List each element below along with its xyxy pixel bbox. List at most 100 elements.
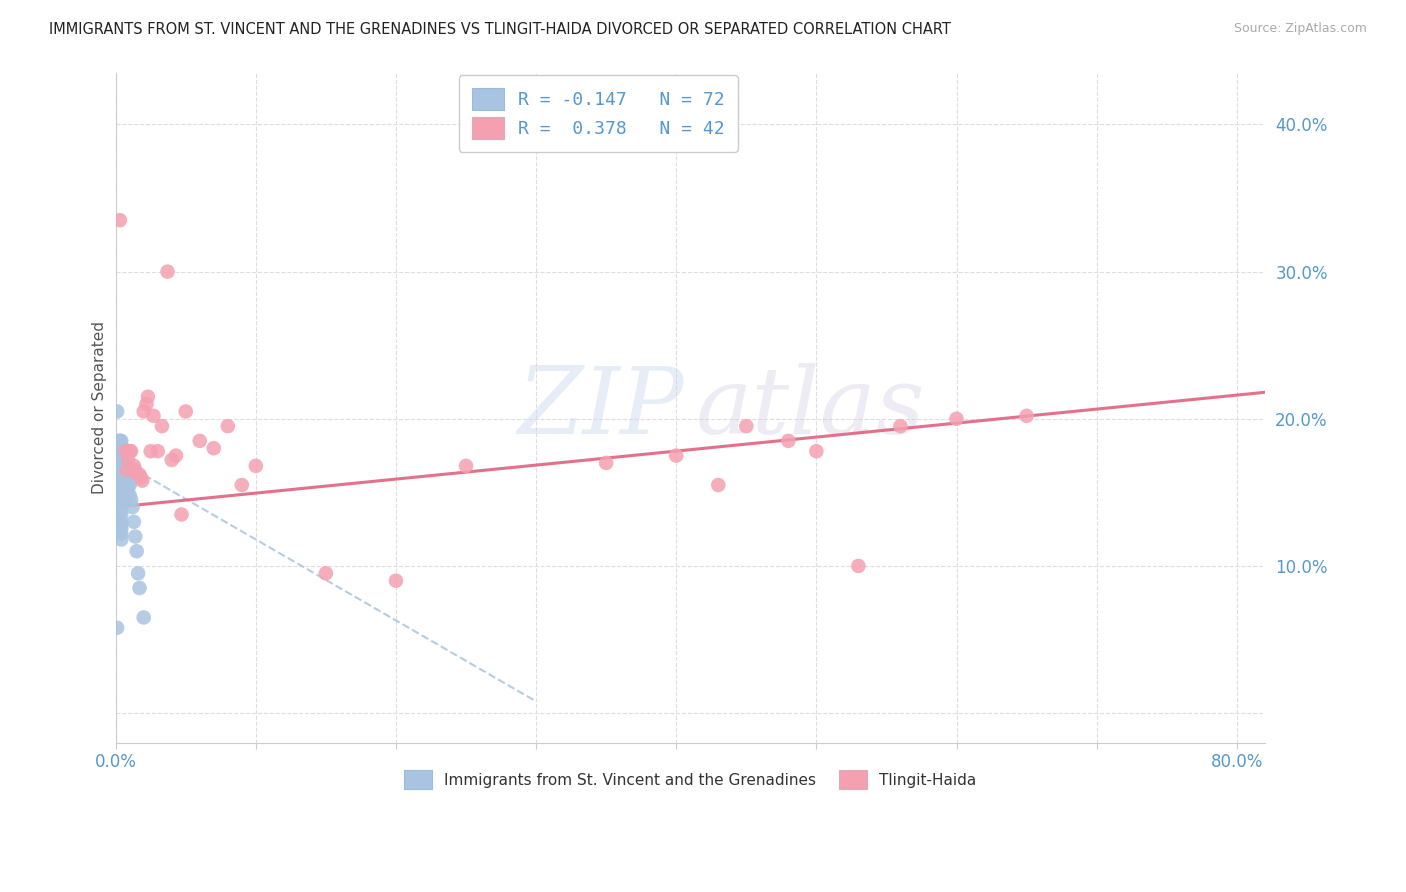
- Point: [107, 434, 129, 448]
- Point: [115, 463, 138, 477]
- Point: [110, 467, 132, 481]
- Point: [120, 492, 142, 507]
- Point: [110, 456, 132, 470]
- Point: [778, 434, 800, 448]
- Point: [111, 485, 134, 500]
- Point: [142, 409, 165, 423]
- Point: [945, 412, 967, 426]
- Point: [110, 497, 132, 511]
- Point: [114, 474, 136, 488]
- Point: [132, 610, 155, 624]
- Y-axis label: Divorced or Separated: Divorced or Separated: [93, 321, 107, 494]
- Point: [118, 488, 141, 502]
- Point: [110, 508, 132, 522]
- Point: [160, 453, 183, 467]
- Point: [108, 456, 131, 470]
- Point: [111, 478, 134, 492]
- Point: [112, 456, 135, 470]
- Point: [105, 478, 128, 492]
- Text: Source: ZipAtlas.com: Source: ZipAtlas.com: [1233, 22, 1367, 36]
- Point: [112, 463, 135, 477]
- Point: [122, 515, 145, 529]
- Point: [735, 419, 758, 434]
- Point: [202, 441, 225, 455]
- Point: [127, 566, 149, 581]
- Point: [110, 492, 132, 507]
- Point: [115, 470, 138, 484]
- Point: [108, 458, 131, 473]
- Point: [111, 463, 134, 477]
- Point: [146, 444, 169, 458]
- Point: [110, 463, 132, 477]
- Point: [122, 458, 145, 473]
- Point: [112, 474, 135, 488]
- Point: [385, 574, 408, 588]
- Point: [105, 621, 128, 635]
- Point: [315, 566, 337, 581]
- Point: [165, 449, 187, 463]
- Point: [107, 470, 129, 484]
- Point: [135, 397, 157, 411]
- Point: [118, 478, 141, 492]
- Point: [1015, 409, 1038, 423]
- Point: [139, 444, 162, 458]
- Point: [108, 434, 131, 448]
- Point: [110, 517, 132, 532]
- Point: [108, 483, 131, 497]
- Point: [150, 419, 173, 434]
- Point: [108, 444, 131, 458]
- Point: [110, 503, 132, 517]
- Text: IMMIGRANTS FROM ST. VINCENT AND THE GRENADINES VS TLINGIT-HAIDA DIVORCED OR SEPA: IMMIGRANTS FROM ST. VINCENT AND THE GREN…: [49, 22, 950, 37]
- Point: [107, 444, 129, 458]
- Point: [108, 438, 131, 452]
- Point: [120, 444, 142, 458]
- Point: [110, 470, 132, 484]
- Point: [170, 508, 193, 522]
- Point: [136, 390, 159, 404]
- Point: [110, 522, 132, 536]
- Point: [115, 483, 138, 497]
- Point: [707, 478, 730, 492]
- Point: [889, 419, 911, 434]
- Point: [110, 515, 132, 529]
- Point: [128, 467, 150, 482]
- Text: atlas: atlas: [696, 363, 925, 453]
- Point: [108, 449, 131, 463]
- Point: [110, 483, 132, 497]
- Point: [110, 438, 132, 452]
- Point: [132, 404, 155, 418]
- Point: [110, 444, 132, 458]
- Point: [111, 470, 134, 484]
- Point: [110, 474, 132, 488]
- Point: [124, 463, 146, 477]
- Point: [110, 488, 132, 502]
- Point: [231, 478, 253, 492]
- Point: [117, 453, 139, 467]
- Text: ZIP: ZIP: [517, 363, 685, 453]
- Point: [107, 456, 129, 470]
- Legend: Immigrants from St. Vincent and the Grenadines, Tlingit-Haida: Immigrants from St. Vincent and the Gren…: [398, 764, 983, 795]
- Point: [108, 467, 131, 481]
- Point: [848, 558, 870, 573]
- Point: [112, 485, 135, 500]
- Point: [128, 581, 150, 595]
- Point: [454, 458, 477, 473]
- Point: [108, 213, 131, 227]
- Point: [110, 434, 132, 448]
- Point: [121, 500, 143, 514]
- Point: [217, 419, 239, 434]
- Point: [110, 451, 132, 466]
- Point: [125, 467, 148, 481]
- Point: [110, 478, 132, 492]
- Point: [174, 404, 197, 418]
- Point: [806, 444, 828, 458]
- Point: [129, 470, 152, 484]
- Point: [111, 449, 134, 463]
- Point: [114, 444, 136, 458]
- Point: [118, 444, 141, 458]
- Point: [117, 478, 139, 492]
- Point: [111, 456, 134, 470]
- Point: [124, 529, 146, 543]
- Point: [107, 449, 129, 463]
- Point: [245, 458, 267, 473]
